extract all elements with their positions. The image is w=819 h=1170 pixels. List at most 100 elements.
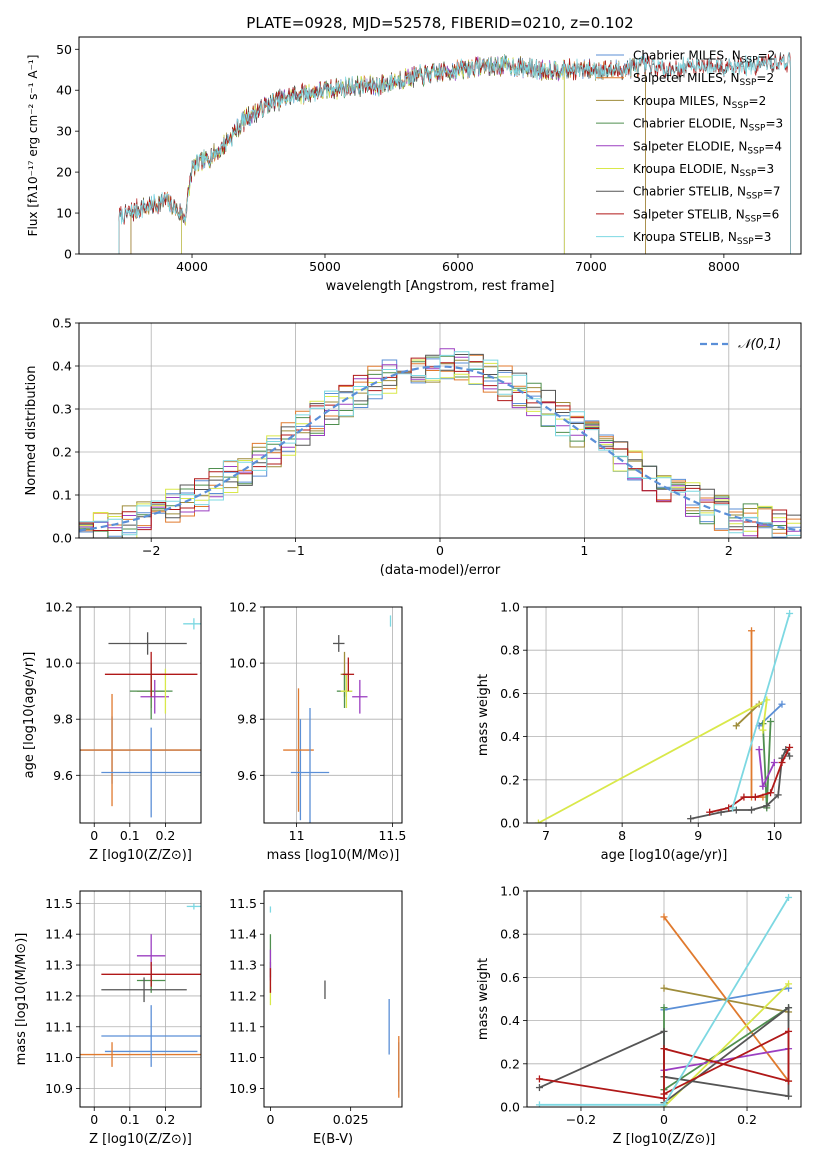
y-tick-label: 10.2 — [45, 600, 73, 615]
legend-subscript: SSP — [740, 169, 757, 179]
y-tick-label: 0.4 — [500, 729, 520, 744]
panel-residual-histogram: −2 −1 0 1 2 0.0 0.1 0.2 0.3 0.4 0.5 (data-model)/er… — [24, 316, 802, 578]
y-axis-label: age [log10(age/yr)] — [22, 652, 37, 779]
y-tick-label: 11.1 — [45, 1019, 73, 1034]
panel-age-vs-mass: 11 11.5 9.6 9.8 10.0 10.2 mass [log10(M/M⊙)] — [229, 600, 406, 864]
legend-value: =2 — [758, 49, 776, 63]
legend-value: =7 — [763, 185, 781, 199]
x-axis-label: age [log10(age/yr)] — [601, 848, 728, 863]
y-axis-label: Flux [fλ10⁻¹⁷ erg cm⁻² s⁻¹ A⁻¹] — [26, 55, 40, 237]
axes-frame — [78, 36, 802, 255]
y-tick-label: 11.3 — [229, 958, 257, 973]
plot-area — [283, 615, 392, 823]
y-axis-label: mass [log10(M/M⊙)] — [14, 933, 29, 1066]
y-tick-label: 50 — [56, 42, 72, 57]
weight-series-line — [731, 613, 791, 809]
y-tick-label: 11.0 — [229, 1050, 257, 1065]
y-tick-label: 11.4 — [45, 927, 73, 942]
x-axis-label: (data-model)/error — [380, 563, 501, 578]
legend-subscript: SSP — [737, 237, 754, 247]
legend-subscript: SSP — [747, 146, 764, 156]
plot-area — [534, 609, 794, 823]
legend-subscript: SSP — [740, 78, 757, 88]
y-tick-label: 10 — [56, 206, 72, 221]
plot-area — [79, 348, 801, 538]
y-tick-label: 20 — [56, 165, 72, 180]
legend-label: Chabrier STELIB, NSSP=7 — [633, 185, 781, 202]
y-tick-label: 10.9 — [45, 1081, 73, 1096]
x-tick-label: −2 — [142, 543, 160, 558]
legend-label: Salpeter MILES, NSSP=2 — [633, 71, 774, 88]
x-tick-label: 11.5 — [378, 828, 406, 843]
panel-weight-vs-metallicity: −0.2 0 0.2 0.0 0.2 0.4 0.6 0.8 1.0 Z [log10(Z/Z⊙)… — [476, 884, 802, 1147]
weight-series-line — [663, 1006, 789, 1092]
spectrum-series-line — [118, 52, 791, 254]
x-tick-label: 4000 — [176, 259, 208, 274]
y-tick-label: 10.0 — [229, 656, 257, 671]
y-tick-label: 1.0 — [500, 600, 520, 615]
axes-frame — [78, 322, 802, 539]
x-axis-label: wavelength [Angstrom, rest frame] — [326, 279, 555, 294]
y-tick-label: 11.2 — [45, 988, 73, 1003]
x-tick-label: 7000 — [575, 259, 607, 274]
legend-label: Chabrier ELODIE, NSSP=3 — [633, 117, 783, 134]
x-tick-label: 0 — [90, 828, 98, 843]
x-tick-label: 0.025 — [333, 1112, 369, 1127]
x-tick-label: 0 — [90, 1112, 98, 1127]
figure-title: PLATE=0928, MJD=52578, FIBERID=0210, z=0… — [246, 14, 633, 32]
legend-value: =3 — [765, 117, 783, 131]
x-tick-label: 0 — [436, 543, 444, 558]
y-axis-label: Normed distribution — [24, 366, 39, 496]
legend-subscript: SSP — [746, 192, 763, 202]
y-axis-label: mass weight — [476, 958, 491, 1040]
y-tick-label: 40 — [56, 83, 72, 98]
weight-series-line — [539, 1029, 790, 1100]
x-tick-label: 8 — [618, 828, 626, 843]
y-tick-label: 11.2 — [229, 988, 257, 1003]
plot-area — [118, 52, 791, 254]
y-tick-label: 0.0 — [52, 531, 72, 546]
y-tick-label: 10.9 — [229, 1081, 257, 1096]
y-tick-label: 30 — [56, 124, 72, 139]
legend-label: Salpeter STELIB, NSSP=6 — [633, 207, 779, 224]
panel-weight-vs-age: 7 8 9 10 0.0 0.2 0.4 0.6 0.8 1.0 age [log10(age/yr… — [476, 600, 802, 863]
x-tick-label: 0.2 — [155, 1112, 175, 1127]
legend-subscript: SSP — [732, 101, 749, 111]
y-tick-label: 11.1 — [229, 1019, 257, 1034]
legend-label: 𝒩(0,1) — [738, 337, 781, 352]
plot-area — [535, 893, 793, 1107]
x-axis-label: mass [log10(M/M⊙)] — [267, 848, 400, 863]
y-tick-label: 11.5 — [229, 896, 257, 911]
y-tick-label: 0.2 — [500, 772, 520, 787]
weight-series-line — [758, 749, 776, 790]
y-tick-label: 9.8 — [237, 712, 257, 727]
legend-label: Kroupa STELIB, NSSP=3 — [633, 230, 771, 247]
x-tick-label: 0.2 — [737, 1112, 757, 1127]
x-tick-label: 6000 — [442, 259, 474, 274]
y-tick-label: 1.0 — [500, 884, 520, 899]
legend-value: =2 — [756, 71, 774, 85]
legend-subscript: SSP — [745, 214, 762, 224]
y-tick-label: 0.8 — [500, 927, 520, 942]
y-axis-label: mass weight — [476, 674, 491, 756]
legend-value: =4 — [764, 139, 782, 153]
x-tick-label: 5000 — [309, 259, 341, 274]
axes-frame — [526, 890, 802, 1108]
axes-frame — [526, 606, 802, 824]
legend-label: Kroupa MILES, NSSP=2 — [633, 94, 766, 111]
y-tick-label: 9.8 — [53, 712, 73, 727]
y-tick-label: 0.0 — [500, 1100, 520, 1115]
weight-series-line — [735, 703, 760, 727]
x-tick-label: 7 — [542, 828, 550, 843]
weight-series-line — [539, 1005, 790, 1104]
y-tick-label: 0 — [64, 247, 72, 262]
y-tick-label: 10.2 — [229, 600, 257, 615]
x-axis-label: E(B-V) — [313, 1132, 353, 1147]
plot-area — [80, 903, 201, 1067]
legend-subscript: SSP — [749, 124, 766, 134]
panel-spectrum: 4000 5000 6000 7000 8000 0 10 20 30 40 50 wavelengt… — [26, 36, 802, 294]
y-tick-label: 0.0 — [500, 816, 520, 831]
x-tick-label: 8000 — [708, 259, 740, 274]
x-tick-label: 9 — [694, 828, 702, 843]
